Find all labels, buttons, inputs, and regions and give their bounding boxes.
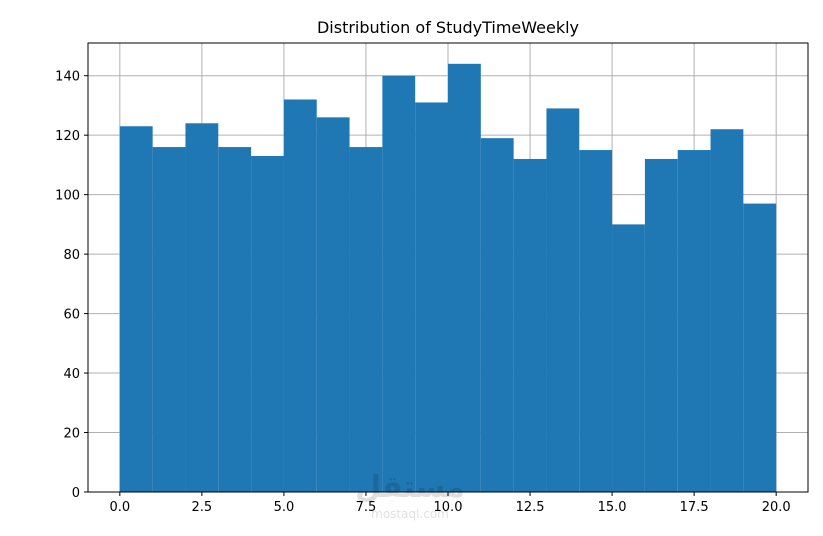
x-tick-label: 10.0 — [434, 500, 463, 515]
x-tick-label: 2.5 — [192, 500, 213, 515]
histogram-bar — [644, 158, 678, 492]
y-tick-label: 120 — [55, 129, 80, 144]
histogram-bar — [119, 126, 153, 493]
y-tick-label: 20 — [63, 427, 80, 442]
histogram-bar — [677, 150, 711, 492]
y-axis-ticks: 0 20 40 60 80 100 120 140 — [55, 70, 88, 501]
histogram-bar — [185, 123, 219, 493]
histogram-bar — [283, 99, 317, 492]
histogram-bar — [415, 102, 448, 492]
x-axis-ticks: 0.0 2.5 5.0 7.5 10.0 12.5 15.0 17.5 20.0 — [109, 492, 791, 515]
y-tick-label: 0 — [72, 486, 80, 501]
x-tick-label: 7.5 — [356, 500, 377, 515]
y-tick-label: 60 — [63, 308, 80, 323]
bars — [119, 63, 777, 493]
y-tick-label: 140 — [55, 70, 80, 85]
histogram-bar — [612, 224, 645, 493]
y-tick-label: 40 — [63, 367, 80, 382]
histogram-bar — [513, 158, 547, 492]
histogram-bar — [480, 138, 514, 492]
svg-text:mostaql.com: mostaql.com — [371, 507, 449, 521]
histogram-bar — [218, 147, 252, 492]
svg-text:مستقل: مستقل — [355, 470, 465, 505]
x-tick-label: 12.5 — [516, 500, 545, 515]
histogram-bar — [349, 147, 383, 492]
histogram-bar — [579, 150, 613, 492]
histogram-bar — [382, 75, 416, 492]
y-tick-label: 80 — [63, 248, 80, 263]
x-tick-label: 17.5 — [680, 500, 709, 515]
histogram-bar — [743, 203, 777, 493]
x-tick-label: 5.0 — [274, 500, 295, 515]
x-tick-label: 15.0 — [598, 500, 627, 515]
histogram-bar — [710, 129, 744, 492]
y-tick-label: 100 — [55, 189, 80, 204]
histogram-bar — [316, 117, 350, 493]
histogram-bar — [251, 155, 284, 492]
chart-title: Distribution of StudyTimeWeekly — [317, 18, 579, 37]
histogram-bar — [546, 108, 580, 492]
histogram-bar — [448, 63, 481, 492]
x-tick-label: 0.0 — [109, 500, 130, 515]
histogram-bar — [152, 147, 186, 492]
watermark: مستقل mostaql.com — [355, 470, 465, 521]
x-tick-label: 20.0 — [762, 500, 791, 515]
